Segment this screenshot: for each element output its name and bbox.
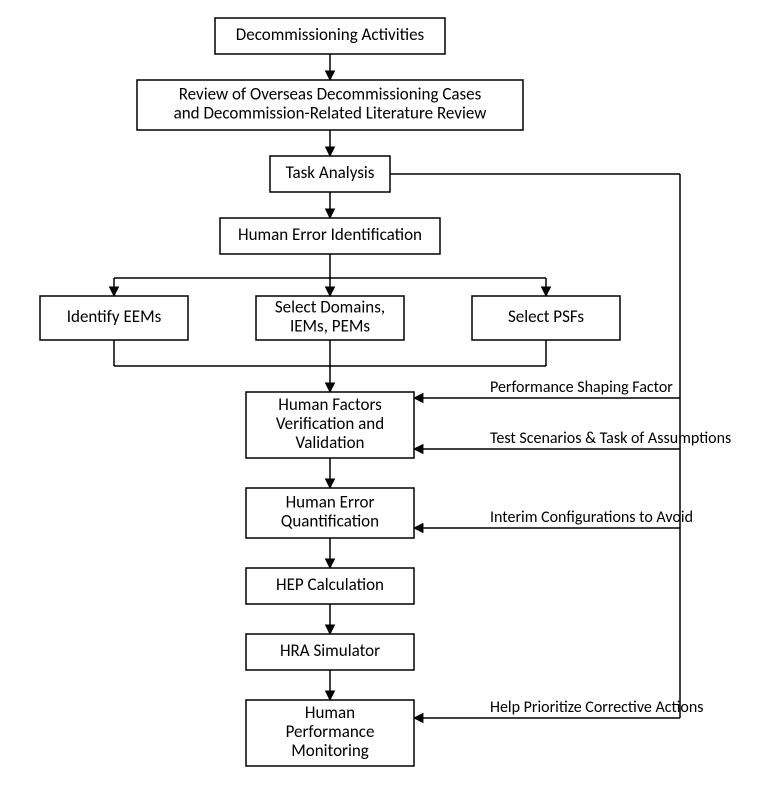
node-n2-label: Review of Overseas Decommissioning Cases	[179, 84, 482, 105]
node-n10-label: Human	[305, 702, 355, 723]
node-n9: HRA Simulator	[246, 634, 414, 670]
node-n4-label: Human Error Identification	[238, 224, 422, 245]
node-n10-label: Monitoring	[291, 740, 369, 761]
node-n1: Decommissioning Activities	[215, 18, 445, 54]
node-n5c-label: Select PSFs	[508, 306, 584, 327]
flowchart: Decommissioning Activities Review of Over…	[0, 0, 775, 793]
node-n9-label: HRA Simulator	[280, 640, 380, 661]
node-n6-label: Verification and	[276, 413, 384, 434]
node-n5a-label: Identify EEMs	[67, 306, 162, 327]
node-n6-label: Validation	[296, 432, 365, 453]
side-label-s1: Performance Shaping Factor	[490, 378, 673, 397]
node-n5a: Identify EEMs	[40, 296, 188, 340]
node-n5c: Select PSFs	[472, 296, 620, 340]
node-n8: HEP Calculation	[246, 568, 414, 604]
node-n6: Human FactorsVerification andValidation	[246, 392, 414, 458]
side-label-s4: Help Prioritize Corrective Actions	[490, 698, 704, 717]
node-n5b-label: Select Domains,	[275, 297, 385, 318]
node-n3: Task Analysis	[270, 156, 390, 192]
node-n1-label: Decommissioning Activities	[236, 24, 425, 45]
node-n2-label: and Decommission-Related Literature Revi…	[174, 103, 487, 124]
node-n7-label: Human Error	[286, 492, 375, 513]
node-n8-label: HEP Calculation	[276, 574, 384, 595]
node-n10-label: Performance	[286, 721, 375, 742]
node-n3-label: Task Analysis	[286, 162, 375, 183]
node-n5b: Select Domains,IEMs, PEMs	[256, 296, 404, 340]
node-n10: HumanPerformanceMonitoring	[246, 700, 414, 766]
side-label-s2: Test Scenarios & Task of Assumptions	[490, 429, 731, 448]
node-n6-label: Human Factors	[278, 394, 382, 415]
node-n2: Review of Overseas Decommissioning Cases…	[137, 80, 523, 130]
node-n4: Human Error Identification	[220, 218, 440, 254]
side-label-s3: Interim Configurations to Avoid	[490, 508, 693, 527]
node-n7: Human ErrorQuantification	[246, 488, 414, 538]
node-n7-label: Quantification	[281, 511, 379, 532]
node-n5b-label: IEMs, PEMs	[290, 316, 370, 337]
